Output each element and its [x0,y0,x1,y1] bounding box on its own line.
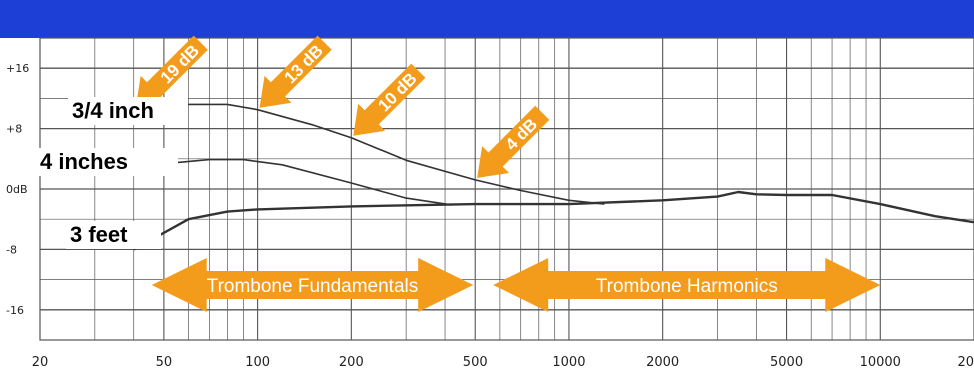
x-tick-label: 5000 [770,355,803,370]
y-tick-label: -16 [6,304,24,317]
distance-labels: 3/4 inch 4 inches 3 feet [36,97,188,249]
x-tick-label: 1000 [552,355,585,370]
callout-arrow: 4 dB [477,105,550,178]
callout-shape [353,63,426,136]
distance-label: 4 inches [40,149,128,174]
distance-label: 3/4 inch [72,98,154,123]
x-tick-labels: 20 50 100 200 500 1000 2000 5000 10000 2000 [32,355,974,370]
callout-label: 13 dB [281,41,327,87]
x-tick-label: 2000 [646,355,679,370]
response-curves [133,103,974,251]
callout-label: 10 dB [374,69,420,115]
y-tick-label: +16 [6,62,29,75]
callout-shape [477,105,550,178]
x-tick-label: 200 [339,355,364,370]
distance-label-bg [68,97,188,125]
range-label: Trombone Harmonics [596,276,778,297]
header-bar [0,0,974,38]
distance-label: 3 feet [70,222,128,247]
y-tick-label: 0dB [6,183,28,196]
callout-shape [135,35,208,108]
y-tick-label: -8 [6,243,17,256]
y-tick-labels: +16 +8 0dB -8 -16 [6,62,29,317]
callout-arrow: 13 dB [259,35,332,108]
series-line [133,103,605,205]
y-tick-label: +8 [6,123,22,136]
x-tick-label: 500 [463,355,488,370]
x-tick-label: 10000 [860,355,901,370]
range-arrows: Trombone Fundamentals Trombone Harmonics [151,258,881,312]
range-label: Trombone Fundamentals [207,276,419,297]
distance-label-bg [36,148,178,176]
callout-arrow: 10 dB [353,63,426,136]
range-arrow [493,258,881,312]
distance-label-bg [66,221,161,249]
x-tick-label: 100 [245,355,270,370]
x-tick-label: 2000 [957,355,974,370]
callout-shape [259,35,332,108]
x-tick-label: 20 [32,355,49,370]
series-line [133,190,974,251]
x-tick-label: 50 [156,355,173,370]
range-arrow [151,258,474,312]
series-line [133,158,452,206]
